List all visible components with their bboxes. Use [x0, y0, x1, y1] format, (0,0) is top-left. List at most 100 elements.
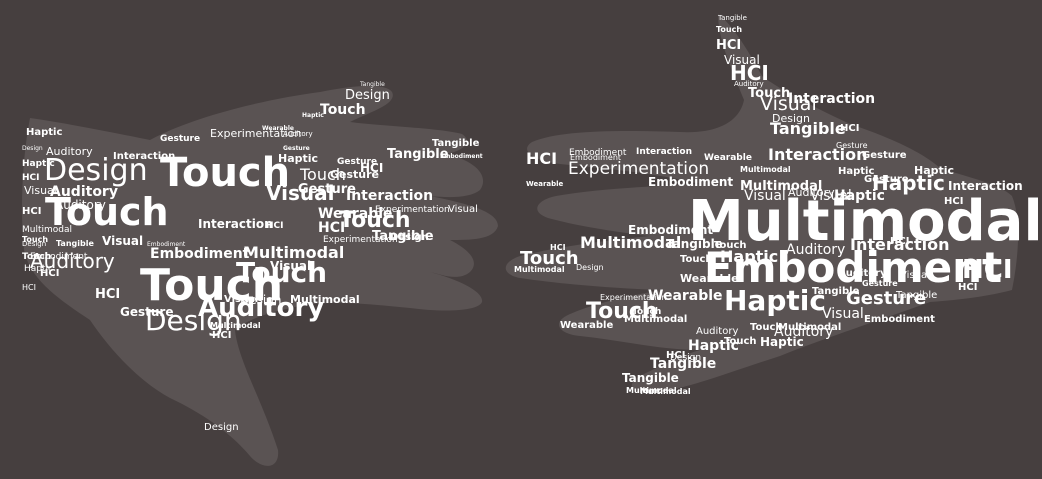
right-word: HCI: [550, 243, 566, 252]
left-word: Touch: [320, 102, 366, 118]
right-word: Interaction: [636, 147, 692, 157]
right-word: Wearable: [680, 272, 739, 285]
left-word: Wearable: [318, 206, 393, 222]
right-word: Visual: [810, 188, 852, 204]
right-word: Gesture: [862, 279, 898, 288]
right-word: HCI: [730, 61, 769, 85]
left-word: Auditory: [30, 249, 115, 273]
right-word: Auditory: [786, 242, 845, 258]
right-word: Touch: [520, 248, 579, 269]
left-word: Experimentation: [375, 205, 450, 215]
right-word: Visual: [900, 270, 930, 281]
right-word: Haptic: [838, 166, 874, 177]
right-word: Embodiment: [648, 175, 733, 189]
left-word: Tangible: [387, 147, 449, 162]
right-word: Tangible: [622, 371, 679, 385]
right-word: Visual: [744, 188, 786, 204]
left-word: Embodiment: [150, 246, 250, 262]
right-word: Auditory: [774, 324, 833, 340]
right-word: Wearable: [648, 288, 723, 304]
right-word: Interaction: [948, 179, 1023, 193]
left-word: Interaction: [113, 151, 175, 162]
left-word: Touch: [236, 256, 327, 289]
left-word: Gesture: [283, 145, 310, 152]
right-word: Multimodal: [580, 233, 681, 252]
right-hand-words: TangibleTouchHCIVisualHCIAuditoryTouchVi…: [514, 14, 1042, 396]
left-word: Design: [22, 240, 46, 248]
right-word: Auditory: [838, 268, 887, 279]
left-word: Haptic: [302, 112, 324, 119]
left-word: Touch: [299, 165, 346, 184]
left-word: Gesture: [337, 157, 377, 167]
left-word: Tangible: [372, 229, 434, 244]
right-word: Wearable: [560, 320, 613, 331]
right-hand-shape: [505, 14, 1019, 394]
right-word: Experimentation: [568, 159, 709, 179]
right-word: Tangible: [770, 119, 846, 138]
right-word: Embodiment: [569, 148, 627, 158]
left-word: Auditory: [50, 184, 118, 200]
left-word: HCI: [40, 268, 59, 279]
left-word: HCI: [360, 161, 383, 175]
left-word: Auditory: [198, 293, 324, 323]
left-word: Gesture: [330, 168, 379, 181]
right-word: HCI: [716, 38, 741, 53]
right-word: Haptic: [834, 188, 885, 204]
right-word: Visual: [724, 53, 760, 67]
right-word: Tangible: [717, 14, 747, 22]
right-word: Gesture: [862, 150, 907, 161]
right-word: Design: [576, 263, 604, 272]
right-word: Haptic: [688, 338, 739, 354]
left-word: Tangible: [359, 81, 385, 88]
left-word: Multimodal: [290, 293, 360, 306]
right-word: Wearable: [704, 153, 752, 163]
right-word: Haptic: [914, 164, 954, 177]
right-word: Tangible: [666, 237, 723, 251]
right-word: HCI: [962, 255, 1013, 285]
left-word: Visual: [102, 234, 143, 248]
left-word: Design: [204, 422, 239, 433]
right-word: Embodiment: [864, 314, 935, 325]
right-word: Auditory: [696, 326, 738, 337]
left-word: Embodiment: [30, 252, 88, 262]
left-hand-words: TangibleDesignTouchHapticWearableAuditor…: [22, 81, 483, 433]
right-word: HCI: [526, 149, 557, 168]
left-word: Haptic: [22, 159, 55, 169]
right-word: Touch: [586, 299, 658, 324]
left-word: Design: [345, 88, 390, 103]
left-word: Multimodal: [22, 225, 72, 235]
right-word: Gesture: [846, 288, 926, 309]
right-word: Embodiment: [628, 223, 713, 237]
left-word: Auditory: [46, 145, 93, 158]
left-word: Tangible: [432, 138, 480, 149]
left-word: Visual: [224, 294, 258, 305]
left-word: HCI: [212, 330, 231, 341]
right-word: Tangible: [650, 356, 716, 372]
right-word: Visual: [822, 306, 864, 322]
right-word: Embodiment: [704, 243, 1002, 292]
left-word: Visual: [448, 204, 478, 215]
left-word: Touch: [45, 190, 169, 234]
left-word: Multimodal: [210, 321, 261, 330]
right-word: Multimodal: [514, 265, 565, 274]
left-word: Embodiment: [440, 153, 483, 160]
right-word: Haptic: [760, 335, 804, 349]
left-word: Embodiment: [147, 241, 186, 248]
left-word: Visual: [266, 181, 334, 205]
right-word: Visual: [760, 93, 817, 115]
right-word: Auditory: [734, 80, 764, 88]
right-word: Haptic: [724, 284, 826, 317]
left-word: Interaction: [198, 217, 273, 231]
right-word: Embodiment: [570, 153, 621, 162]
left-word: HCI: [318, 220, 345, 236]
left-word: Touch: [140, 260, 283, 311]
right-word: Auditory: [788, 186, 835, 199]
left-word: Haptic: [26, 127, 62, 138]
right-word: Design: [772, 112, 810, 125]
left-word: Touch: [160, 150, 290, 196]
right-word: HCI: [666, 350, 685, 361]
left-word: Wearable: [262, 125, 294, 132]
left-word: Design: [240, 293, 281, 307]
right-word: Haptic: [872, 171, 945, 195]
right-word: HCI: [958, 282, 977, 293]
